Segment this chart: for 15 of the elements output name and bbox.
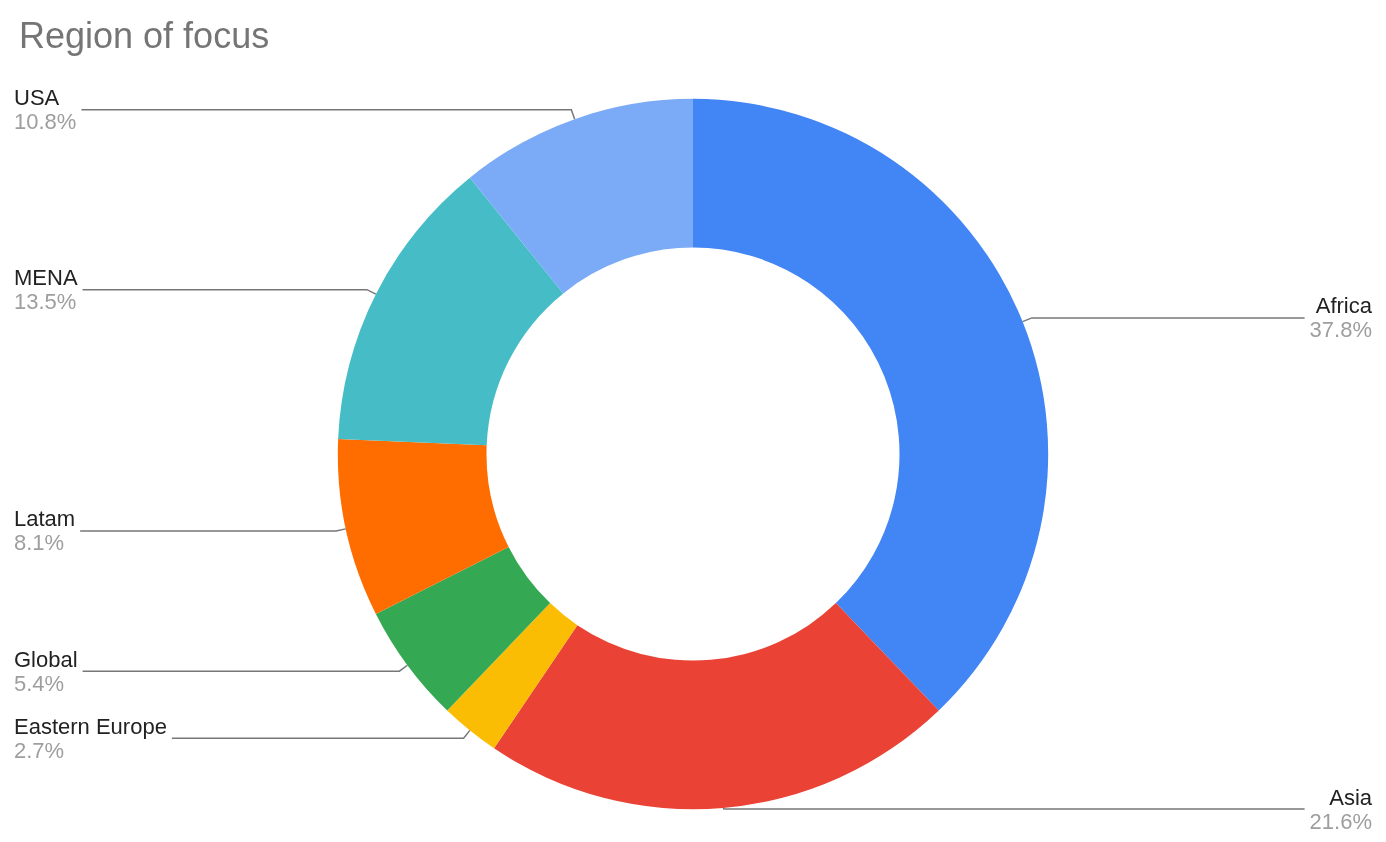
data-label: 10.8%	[14, 109, 77, 135]
slice-label: USA	[14, 85, 60, 111]
slice-label: Global	[14, 646, 78, 672]
chart-title: Region of focus	[19, 14, 270, 56]
data-label: 5.4%	[14, 670, 65, 696]
data-label: 21.6%	[1309, 808, 1372, 834]
slice-label: Latam	[14, 506, 76, 532]
slice-label: Africa	[1315, 293, 1373, 319]
data-label: 13.5%	[14, 289, 77, 315]
data-label: 2.7%	[14, 737, 65, 763]
data-label: 37.8%	[1309, 317, 1372, 343]
slice-label: Eastern Europe	[14, 713, 167, 739]
data-label: 8.1%	[14, 530, 65, 556]
slice-label: MENA	[14, 265, 78, 291]
slice-label: Asia	[1329, 784, 1373, 810]
